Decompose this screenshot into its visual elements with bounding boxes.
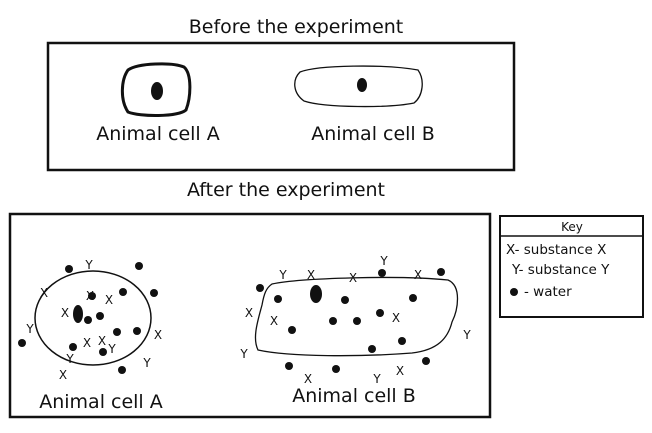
substance-y-marker: Y [239, 347, 248, 361]
water-dot [274, 295, 282, 303]
substance-x-marker: X [270, 314, 278, 328]
substance-x-marker: X [86, 289, 94, 303]
substance-x-marker: X [414, 268, 422, 282]
water-dot [353, 317, 361, 325]
water-dot [69, 343, 77, 351]
water-dot [409, 294, 417, 302]
key-entry-water: - water [524, 284, 572, 300]
water-dot [99, 348, 107, 356]
substance-x-marker: X [396, 364, 404, 378]
substance-x-marker: X [349, 271, 357, 285]
key-entry-x: X- substance X [506, 242, 606, 258]
water-dot [150, 289, 158, 297]
water-dot [119, 288, 127, 296]
substance-x-marker: X [83, 336, 91, 350]
substance-x-marker: X [304, 372, 312, 386]
substance-x-marker: X [245, 306, 253, 320]
key-box [499, 215, 644, 318]
substance-y-marker: Y [278, 268, 287, 282]
water-dot [376, 309, 384, 317]
substance-x-marker: X [61, 306, 69, 320]
water-dot [288, 326, 296, 334]
substance-y-marker: Y [462, 328, 471, 342]
water-dot [135, 262, 143, 270]
key-title: Key [561, 220, 583, 234]
substance-x-marker: X [392, 311, 400, 325]
after-cell-a-nucleus [73, 305, 83, 323]
before-cell-b-nucleus [357, 78, 367, 92]
substance-y-marker: Y [379, 254, 388, 268]
after-cell-a-label: Animal cell A [39, 391, 163, 413]
substance-x-marker: X [154, 328, 162, 342]
before-heading: Before the experiment [189, 16, 404, 38]
substance-x-marker: X [59, 368, 67, 382]
after-panel [8, 212, 492, 419]
water-dot [437, 268, 445, 276]
before-cell-b-membrane [294, 65, 423, 108]
before-cell-a-label: Animal cell A [96, 123, 220, 145]
substance-x-marker: X [105, 293, 113, 307]
substance-y-marker: Y [107, 342, 116, 356]
substance-x-marker: X [98, 334, 106, 348]
substance-y-marker: Y [65, 352, 74, 366]
water-dot [84, 316, 92, 324]
substance-y-marker: Y [84, 258, 93, 272]
water-dot [133, 327, 141, 335]
water-dot [88, 292, 96, 300]
water-dot [398, 337, 406, 345]
substance-y-marker: Y [142, 356, 151, 370]
water-dot [341, 296, 349, 304]
before-panel [46, 41, 516, 172]
water-dot [378, 269, 386, 277]
after-cell-a-membrane [34, 270, 152, 366]
water-molecules [18, 262, 445, 374]
water-dot [113, 328, 121, 336]
water-dot [18, 339, 26, 347]
water-dot [118, 366, 126, 374]
substance-y-marker: Y [25, 322, 34, 336]
before-cell-b-label: Animal cell B [311, 123, 435, 145]
after-cell-b-nucleus [310, 285, 322, 303]
water-dot [256, 284, 264, 292]
after-cell-b-membrane [254, 276, 459, 357]
key-entry-y: Y- substance Y [511, 262, 610, 278]
water-dot [96, 312, 104, 320]
water-dot [422, 357, 430, 365]
water-dot [65, 265, 73, 273]
water-dot [285, 362, 293, 370]
after-cell-b-label: Animal cell B [292, 385, 416, 407]
water-dot [329, 317, 337, 325]
water-dot [332, 365, 340, 373]
before-cell-a-membrane [120, 62, 192, 117]
before-cell-a-nucleus [151, 82, 163, 100]
substance-x-marker: X [40, 286, 48, 300]
substance-y-marker: Y [372, 372, 381, 386]
substance-x-marker: X [307, 268, 315, 282]
after-heading: After the experiment [187, 179, 385, 201]
water-dot [368, 345, 376, 353]
key-water-dot [510, 288, 518, 296]
